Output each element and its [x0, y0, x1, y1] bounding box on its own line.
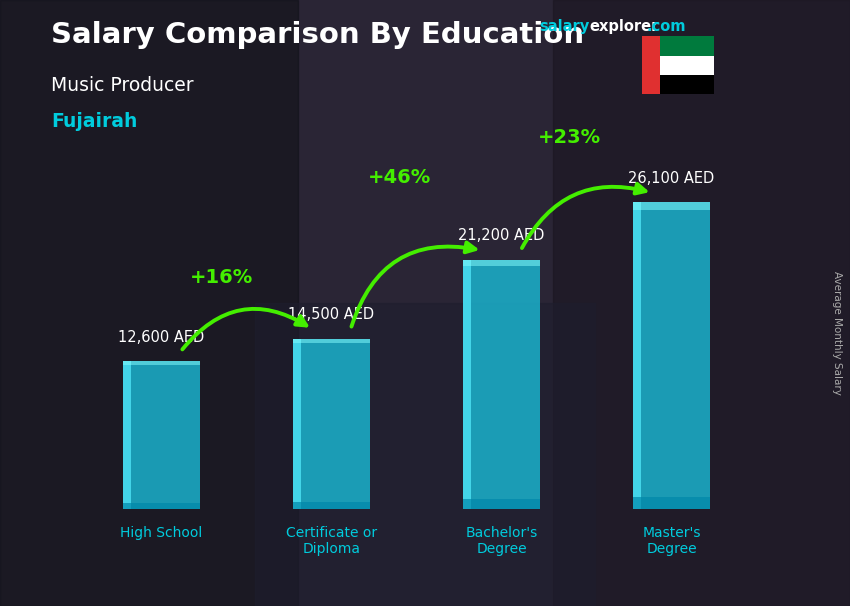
Text: +23%: +23% [538, 128, 601, 147]
Bar [633, 202, 710, 210]
Text: Salary Comparison By Education: Salary Comparison By Education [51, 21, 584, 49]
Bar [123, 361, 131, 509]
Text: Music Producer: Music Producer [51, 76, 194, 95]
Bar [293, 339, 301, 509]
FancyBboxPatch shape [463, 260, 540, 509]
Text: 12,600 AED: 12,600 AED [118, 330, 205, 344]
Bar [642, 36, 714, 56]
Bar [642, 56, 714, 75]
Text: Average Monthly Salary: Average Monthly Salary [832, 271, 842, 395]
Bar [463, 260, 540, 266]
Text: +16%: +16% [190, 268, 252, 287]
Bar [123, 361, 200, 365]
Text: .com: .com [646, 19, 685, 35]
Bar [633, 202, 641, 509]
Bar [642, 36, 660, 94]
Text: 26,100 AED: 26,100 AED [628, 171, 715, 186]
Text: salary: salary [540, 19, 590, 35]
Bar [463, 260, 471, 509]
Text: 21,200 AED: 21,200 AED [458, 228, 545, 244]
Bar [293, 339, 370, 343]
Text: Fujairah: Fujairah [51, 112, 138, 131]
FancyBboxPatch shape [293, 339, 370, 509]
Text: explorer: explorer [589, 19, 659, 35]
Text: 14,500 AED: 14,500 AED [288, 307, 375, 322]
Bar [123, 503, 200, 509]
Bar [293, 502, 370, 509]
Text: +46%: +46% [368, 168, 431, 187]
Bar [463, 499, 540, 509]
Bar [642, 75, 714, 94]
FancyBboxPatch shape [123, 361, 200, 509]
FancyBboxPatch shape [633, 202, 710, 509]
Bar [633, 497, 710, 509]
